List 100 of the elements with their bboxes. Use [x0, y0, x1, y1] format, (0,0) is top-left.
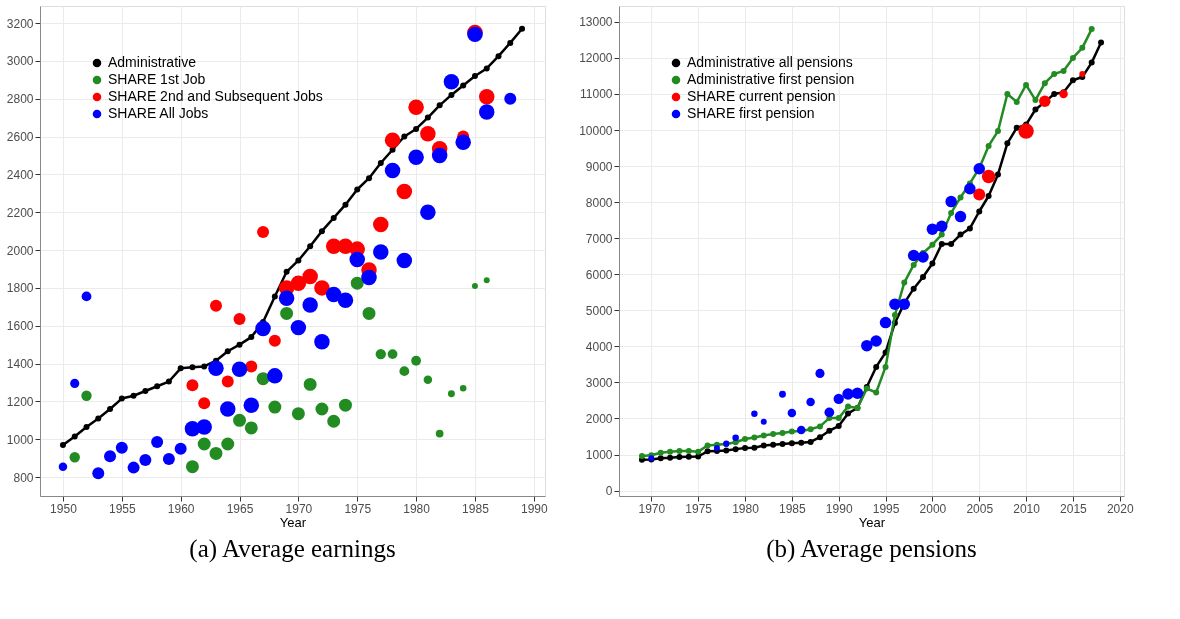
point — [142, 388, 149, 394]
y-tick-label: 11000 — [580, 87, 613, 102]
point — [826, 427, 833, 434]
x-tick-label: 1980 — [732, 501, 760, 516]
point — [985, 193, 992, 200]
point — [224, 348, 231, 355]
point — [742, 445, 749, 452]
x-tick-label: 2015 — [1060, 501, 1088, 516]
text: (a) Average earnings — [189, 535, 396, 563]
y-tick-label: 1000 — [6, 432, 34, 447]
point — [638, 452, 645, 459]
point — [460, 82, 467, 89]
point — [354, 186, 361, 193]
point — [994, 171, 1001, 178]
point — [667, 448, 674, 455]
legend-label: Administrative first pension — [687, 71, 855, 87]
point — [483, 65, 490, 72]
point — [71, 433, 78, 440]
y-tick-label: 1800 — [6, 281, 34, 296]
point — [59, 441, 66, 448]
point — [882, 363, 889, 370]
x-tick-label: 1990 — [825, 501, 853, 516]
y-tick-label: 12000 — [579, 51, 613, 66]
x-tick-label: 2000 — [919, 501, 947, 516]
text: (b) Average pensions — [766, 535, 977, 563]
legend-label: SHARE current pension — [687, 88, 836, 104]
y-tick-label: 7000 — [585, 231, 613, 246]
point — [742, 436, 749, 443]
point — [676, 447, 683, 454]
legend-label: Administrative — [108, 54, 197, 70]
point — [177, 365, 184, 372]
point — [845, 410, 852, 417]
legend-label: SHARE 1st Job — [108, 71, 206, 87]
point — [1051, 70, 1058, 77]
point — [1013, 98, 1020, 105]
point — [118, 395, 125, 402]
y-tick-label: 4000 — [585, 339, 613, 354]
y-tick-label: 1600 — [6, 319, 34, 334]
x-tick-label: 1950 — [50, 501, 78, 516]
point — [1069, 77, 1076, 84]
y-tick-label: 2400 — [6, 167, 34, 182]
point — [1051, 90, 1058, 97]
point — [760, 442, 767, 449]
point — [1004, 140, 1011, 147]
point — [471, 73, 478, 79]
point — [845, 403, 852, 410]
point — [676, 454, 683, 461]
x-tick-label: 1985 — [462, 501, 490, 516]
point — [732, 446, 739, 453]
point — [318, 228, 325, 235]
x-tick-label: 1960 — [167, 501, 195, 516]
point — [657, 449, 664, 456]
point — [891, 312, 898, 318]
point — [704, 442, 711, 449]
point — [1013, 124, 1020, 131]
point — [165, 378, 172, 385]
point — [835, 423, 842, 430]
point — [835, 415, 842, 422]
point — [1004, 90, 1011, 97]
point — [107, 405, 114, 412]
point — [1088, 59, 1095, 66]
point — [507, 39, 514, 46]
point — [695, 453, 702, 460]
legend-label: SHARE 2nd and Subsequent Jobs — [108, 88, 323, 104]
y-tick-label: 3000 — [6, 54, 34, 69]
y-tick-label: 1400 — [6, 357, 34, 372]
point — [1032, 106, 1039, 113]
point — [704, 448, 711, 455]
point — [377, 160, 384, 167]
point — [413, 125, 420, 132]
point — [779, 441, 786, 448]
point — [910, 261, 917, 268]
x-axis-title: Year — [279, 514, 307, 530]
legend-label: SHARE first pension — [687, 105, 815, 121]
point — [236, 341, 243, 348]
point — [154, 383, 161, 390]
y-tick-label: 2000 — [585, 411, 613, 426]
x-tick-label: 2020 — [1106, 501, 1134, 516]
y-tick-label: 1000 — [585, 448, 613, 463]
point — [770, 441, 777, 448]
point — [436, 102, 443, 109]
point — [770, 430, 777, 437]
x-tick-label: 1955 — [108, 501, 136, 516]
y-tick-label: 10000 — [579, 123, 613, 138]
point — [723, 447, 730, 454]
point — [83, 423, 90, 430]
point — [938, 231, 945, 238]
point — [816, 423, 823, 430]
point — [95, 415, 102, 422]
point — [873, 389, 880, 396]
point — [342, 201, 349, 208]
point — [189, 364, 196, 371]
point — [751, 434, 758, 441]
x-tick-label: 1985 — [779, 501, 807, 516]
y-tick-label: 2000 — [6, 243, 34, 258]
point — [788, 428, 795, 435]
point — [1023, 81, 1030, 88]
x-tick-label: 2010 — [1013, 501, 1041, 516]
y-tick-label: 2600 — [6, 130, 34, 145]
y-tick-label: 8000 — [585, 195, 613, 210]
